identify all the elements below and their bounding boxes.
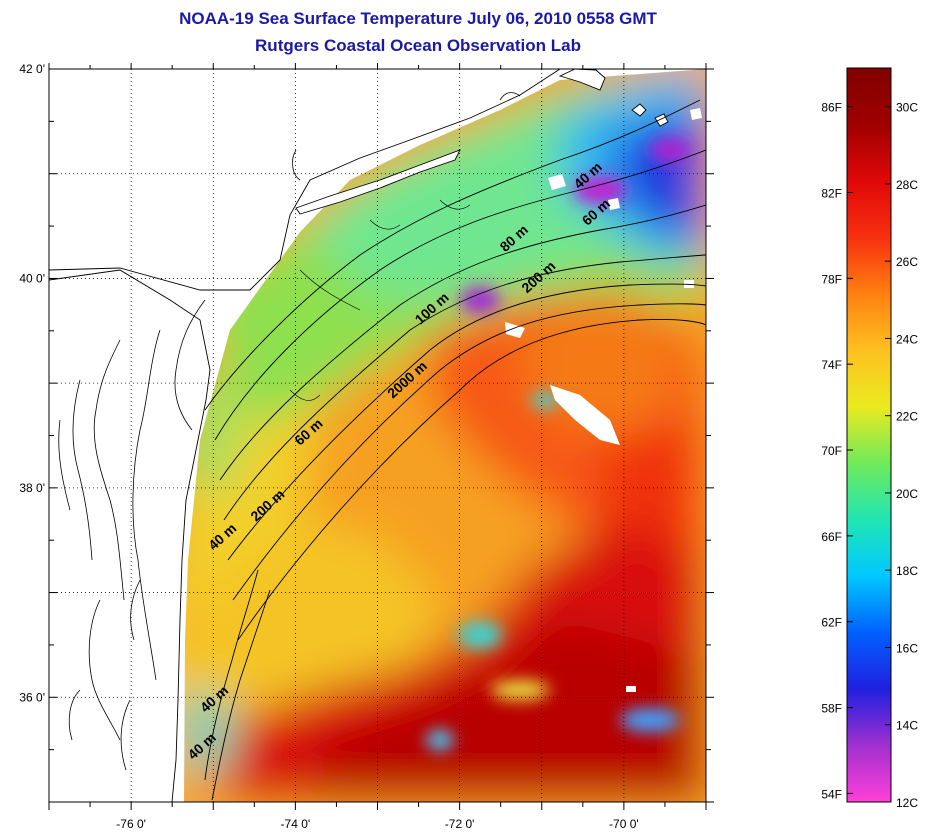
celsius-label: 14C	[896, 719, 918, 733]
fahrenheit-label: 86F	[821, 101, 842, 115]
sst-field	[184, 69, 706, 802]
lon-tick-label: -72 0'	[445, 817, 475, 831]
fahrenheit-label: 70F	[821, 444, 842, 458]
lat-tick-label: 42 0'	[19, 62, 45, 76]
celsius-label: 22C	[896, 410, 918, 424]
map-title: NOAA-19 Sea Surface Temperature July 06,…	[179, 9, 657, 28]
colorbar-gradient	[846, 67, 892, 803]
celsius-label: 30C	[896, 101, 918, 115]
estuaries	[58, 92, 521, 771]
map-subtitle: Rutgers Coastal Ocean Observation Lab	[255, 36, 581, 55]
lon-tick-label: -76 0'	[116, 817, 146, 831]
land-north	[49, 69, 561, 291]
lat-tick-label: 38 0'	[19, 481, 45, 495]
fahrenheit-label: 62F	[821, 616, 842, 630]
fahrenheit-label: 54F	[821, 787, 842, 801]
lat-tick-label: 36 0'	[19, 690, 45, 704]
celsius-label: 16C	[896, 641, 918, 655]
celsius-label: 28C	[896, 178, 918, 192]
celsius-label: 20C	[896, 487, 918, 501]
axis-ticks: -76 0' -74 0' -72 0' -70 0' 42 0' 40 0' 38 0' 3…	[19, 62, 714, 831]
celsius-label: 12C	[896, 796, 918, 810]
celsius-label: 18C	[896, 564, 918, 578]
fahrenheit-label: 82F	[821, 186, 842, 200]
colorbar: 86F 82F 78F 74F 70F 66F 62F 58F 54F 30C 28C 26C 24C…	[821, 67, 918, 810]
graticule	[49, 69, 706, 802]
celsius-label: 26C	[896, 255, 918, 269]
celsius-label: 24C	[896, 332, 918, 346]
fahrenheit-label: 74F	[821, 358, 842, 372]
colorbar-fahrenheit-labels: 86F 82F 78F 74F 70F 66F 62F 58F 54F	[821, 101, 853, 801]
fahrenheit-label: 58F	[821, 702, 842, 716]
fahrenheit-label: 78F	[821, 272, 842, 286]
colorbar-celsius-labels: 30C 28C 26C 24C 22C 20C 18C 16C 14C 12C	[885, 101, 918, 810]
fahrenheit-label: 66F	[821, 530, 842, 544]
coastline	[49, 69, 669, 802]
lon-tick-label: -70 0'	[609, 817, 639, 831]
lon-tick-label: -74 0'	[281, 817, 311, 831]
bathymetry-contours	[204, 99, 706, 801]
lat-tick-label: 40 0'	[19, 271, 45, 285]
